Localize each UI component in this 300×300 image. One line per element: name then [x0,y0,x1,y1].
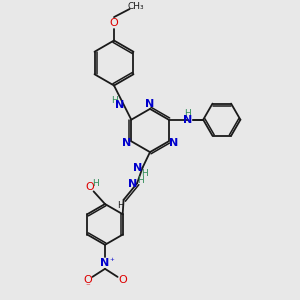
Text: ⁺: ⁺ [109,257,114,266]
Text: O: O [83,275,92,285]
Text: H: H [141,169,147,178]
Text: N: N [133,163,142,173]
Text: ⁻: ⁻ [85,282,90,291]
Text: N: N [122,138,131,148]
Text: CH₃: CH₃ [127,2,144,11]
Text: H: H [184,109,191,118]
Text: H: H [117,201,123,210]
Text: N: N [128,179,137,189]
Text: O: O [118,275,127,285]
Text: N: N [183,115,193,125]
Text: O: O [85,182,94,193]
Text: N: N [169,138,178,148]
Text: N: N [115,100,124,110]
Text: H: H [137,176,144,185]
Text: H: H [92,178,99,188]
Text: N: N [100,258,109,268]
Text: H: H [111,96,118,105]
Text: N: N [146,99,154,109]
Text: O: O [110,18,118,28]
